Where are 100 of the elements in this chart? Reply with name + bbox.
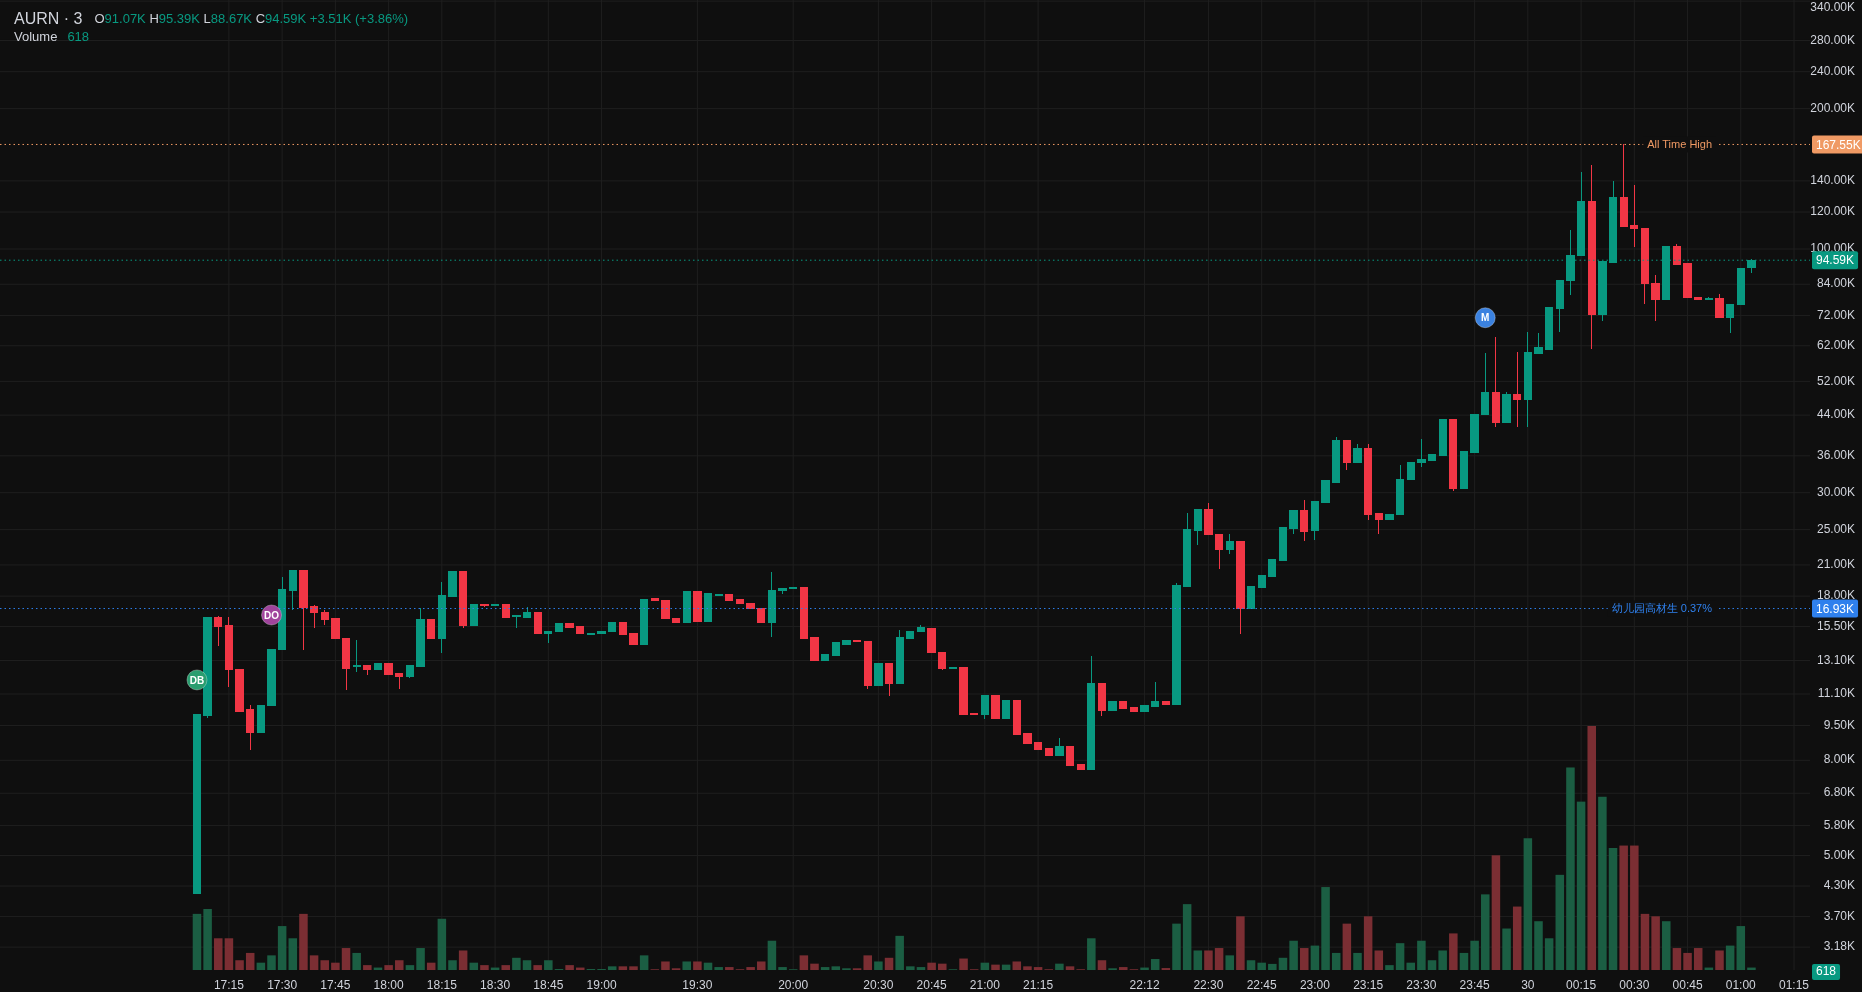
y-tick-label: 18.00K [1816,588,1855,603]
bar [629,966,638,970]
bar [299,913,308,970]
candlestick [192,714,202,894]
y-tick-label: 13.10K [1816,652,1855,667]
bar [1363,916,1373,970]
x-tick-label: 21:15 [1023,978,1054,992]
candlestick [863,640,872,690]
bar [1534,921,1543,970]
bar [192,913,202,970]
bar [778,967,787,970]
x-tick-label: 30 [1521,978,1535,992]
bar [458,950,468,970]
candlestick [469,603,478,626]
bar [1310,945,1320,970]
candlestick [1513,351,1522,428]
annotation: All Time High [1647,138,1712,151]
x-tick-label: 18:15 [426,978,458,992]
bar [512,957,521,970]
bar [288,938,298,970]
y-tick-label: 44.00K [1816,407,1855,422]
candlestick [1651,274,1660,322]
candlestick [1033,742,1043,750]
candlestick [884,663,894,697]
candlestick [1257,575,1266,588]
candlestick [1523,331,1532,428]
x-tick-label: 18:45 [533,978,564,992]
bar [863,955,872,970]
bar [1640,913,1650,970]
data-label: DO [264,609,280,621]
bar [1023,966,1032,970]
candlestick [746,602,755,610]
candlestick [427,619,436,640]
candlestick [757,608,766,624]
bar [1725,945,1735,970]
bar [405,965,415,970]
bar [214,938,223,970]
bar [1630,845,1639,970]
annotation: 幼儿园高材生 0.37% [1611,602,1713,615]
candlestick [1140,704,1149,712]
y-tick-label: 25.00K [1816,521,1855,536]
candlestick [267,649,276,706]
candlestick [1630,184,1639,248]
candlestick [1470,413,1479,453]
candlestick [1161,700,1170,705]
candlestick [1374,512,1383,535]
bar [1512,906,1522,970]
bar [1449,933,1458,970]
candlestick [1236,540,1245,635]
ref-line-label: 16.93K [1816,601,1855,616]
candlestick [235,669,244,712]
candlestick [299,570,308,651]
x-tick-label: 19:00 [586,978,617,992]
candlestick [1726,304,1735,334]
bar [1097,960,1107,970]
candlestick [1576,171,1586,257]
x-tick-label: 18:00 [373,978,404,992]
candlestick [1151,681,1160,707]
bar [1523,838,1533,970]
bar [256,962,266,970]
bar [565,965,574,970]
candlestick [586,632,596,635]
bar [1257,962,1266,970]
y-tick-label: 240.00K [1810,63,1855,78]
y-tick-label: 6.80K [1823,785,1855,800]
y-tick-label: 5.80K [1823,817,1855,832]
candlestick [767,571,777,638]
bar [1246,960,1256,970]
bar [1065,966,1075,970]
candlestick [735,599,745,605]
bar [1150,959,1160,970]
bar [522,960,532,970]
x-tick-label: 01:15 [1779,978,1810,992]
x-tick-label: 17:45 [320,978,351,992]
candlestick [927,627,936,654]
bar [799,955,809,970]
bar [1576,801,1586,970]
bar [1385,965,1394,970]
candlestick [1204,502,1213,536]
bar [1374,950,1384,970]
y-tick-label: 36.00K [1816,447,1855,462]
bar [1598,796,1607,970]
bar [1342,923,1352,970]
bar [544,960,553,970]
candlestick [533,612,542,634]
candlestick [831,642,840,656]
candlestick [1385,513,1394,520]
bar [1438,950,1447,970]
candlestick [1672,243,1682,265]
candlestick [512,614,521,629]
data-label: M [1481,312,1490,324]
bar [1566,767,1575,970]
bar [618,966,628,970]
bar [1587,726,1596,970]
y-tick-label: 340.00K [1810,0,1855,15]
bar [980,962,990,970]
y-tick-label: 140.00K [1810,173,1855,188]
candlestick [1214,533,1224,570]
bar [725,967,734,970]
candlestick [256,704,265,733]
